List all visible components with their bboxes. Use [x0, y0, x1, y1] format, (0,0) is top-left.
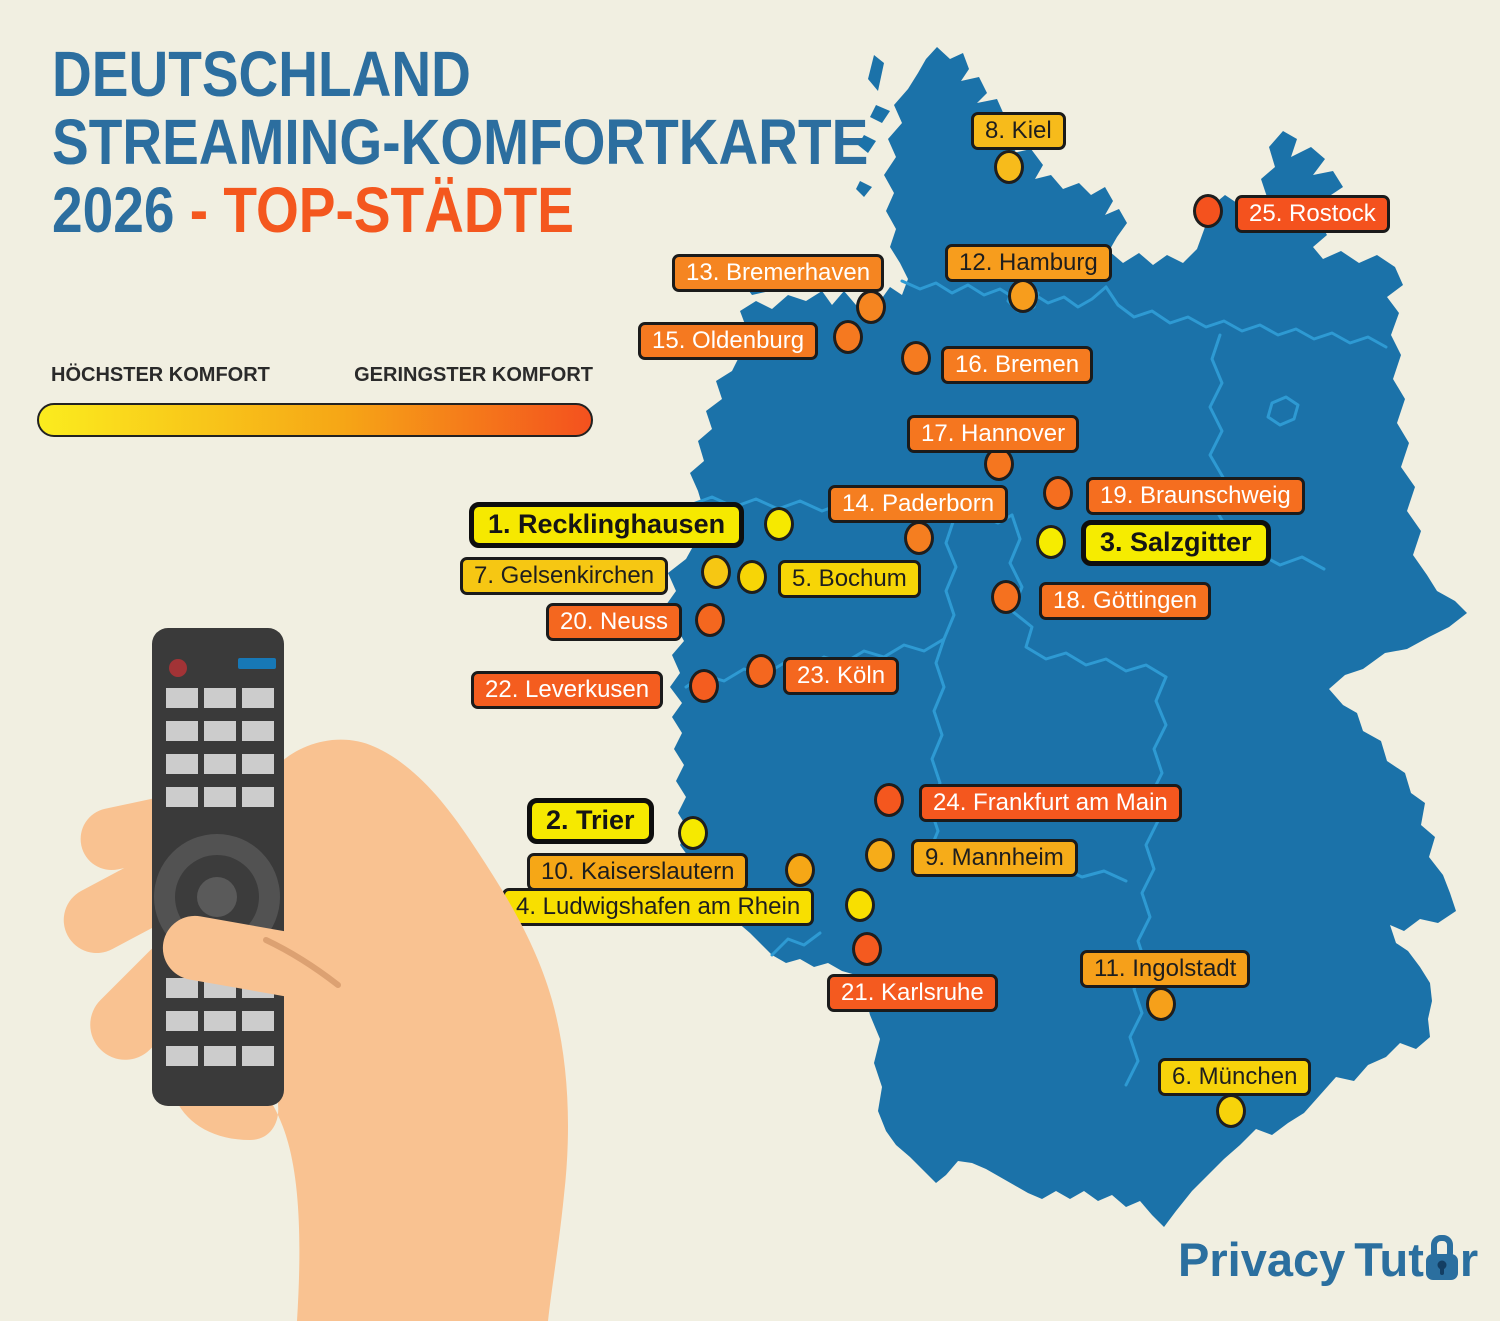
berlin-city-outline	[1266, 395, 1300, 427]
city-label-9-mannheim: 9. Mannheim	[911, 839, 1078, 877]
city-dot-5-bochum	[737, 560, 767, 594]
city-dot-1-recklinghausen	[764, 507, 794, 541]
city-dot-23-köln	[746, 654, 776, 688]
city-label-11-ingolstadt: 11. Ingolstadt	[1080, 950, 1251, 988]
title-line1: DEUTSCHLAND	[52, 38, 471, 110]
island-nordstrand	[856, 181, 872, 197]
city-dot-20-neuss	[695, 603, 725, 637]
city-dot-22-leverkusen	[689, 669, 719, 703]
hand-remote-illustration	[63, 628, 568, 1321]
city-dot-24-frankfurt-am-main	[874, 783, 904, 817]
comfort-gradient-bar	[37, 403, 593, 437]
city-label-4-ludwigshafen-am-rhein: 4. Ludwigshafen am Rhein	[502, 888, 815, 926]
hand-palm-arm	[176, 739, 568, 1321]
city-label-25-rostock: 25. Rostock	[1235, 195, 1390, 233]
city-label-23-köln: 23. Köln	[783, 657, 900, 695]
logo-part1: Privacy	[1178, 1233, 1346, 1286]
city-dot-13-bremerhaven	[856, 290, 886, 324]
tv-remote	[152, 628, 284, 1106]
city-dot-11-ingolstadt	[1146, 987, 1176, 1021]
hand-thumb	[162, 915, 342, 1001]
city-dot-10-kaiserslautern	[785, 853, 815, 887]
city-label-24-frankfurt-am-main: 24. Frankfurt am Main	[919, 784, 1182, 822]
padlock-icon	[1425, 1235, 1458, 1280]
comfort-legend: HÖCHSTER KOMFORT GERINGSTER KOMFORT	[37, 364, 593, 437]
legend-label-lowest: GERINGSTER KOMFORT	[354, 364, 593, 386]
logo-part3: r	[1459, 1233, 1479, 1286]
city-dot-21-karlsruhe	[852, 932, 882, 966]
city-label-6-münchen: 6. München	[1158, 1058, 1312, 1096]
city-dot-6-münchen	[1216, 1094, 1246, 1128]
title-line2: STREAMING-KOMFORTKARTE	[52, 106, 869, 178]
city-label-21-karlsruhe: 21. Karlsruhe	[827, 974, 998, 1012]
island-sylt	[868, 55, 884, 91]
city-label-15-oldenburg: 15. Oldenburg	[638, 322, 819, 360]
city-dot-19-braunschweig	[1043, 476, 1073, 510]
city-label-20-neuss: 20. Neuss	[546, 603, 683, 641]
title-line3-year: 2026	[52, 174, 190, 246]
city-label-3-salzgitter: 3. Salzgitter	[1081, 520, 1271, 566]
privacytutor-logo: Privacy Tut r	[1178, 1234, 1478, 1284]
state-border-lines	[684, 279, 1388, 1087]
city-dot-15-oldenburg	[833, 320, 863, 354]
city-label-12-hamburg: 12. Hamburg	[945, 244, 1112, 282]
city-dot-25-rostock	[1193, 194, 1223, 228]
city-label-10-kaiserslautern: 10. Kaiserslautern	[527, 853, 749, 891]
logo-part2: Tut	[1354, 1233, 1424, 1286]
city-label-18-göttingen: 18. Göttingen	[1039, 582, 1212, 620]
city-label-2-trier: 2. Trier	[527, 798, 654, 844]
thumb-crease	[263, 937, 341, 988]
city-dot-4-ludwigshafen-am-rhein	[845, 888, 875, 922]
city-label-1-recklinghausen: 1. Recklinghausen	[469, 502, 745, 548]
city-dot-9-mannheim	[865, 838, 895, 872]
island-foehr	[870, 105, 890, 123]
city-dot-7-gelsenkirchen	[701, 555, 731, 589]
city-dot-8-kiel	[994, 150, 1024, 184]
city-label-14-paderborn: 14. Paderborn	[828, 485, 1009, 523]
city-dot-3-salzgitter	[1036, 525, 1066, 559]
city-label-16-bremen: 16. Bremen	[941, 346, 1094, 384]
remote-ir-window	[238, 658, 276, 669]
legend-label-highest: HÖCHSTER KOMFORT	[51, 364, 270, 386]
remote-upper-buttons	[166, 688, 274, 807]
title-line3-topstaedte: - TOP-STÄDTE	[189, 174, 574, 246]
city-dot-18-göttingen	[991, 580, 1021, 614]
city-label-13-bremerhaven: 13. Bremerhaven	[672, 254, 885, 292]
city-label-8-kiel: 8. Kiel	[971, 112, 1066, 150]
city-label-19-braunschweig: 19. Braunschweig	[1086, 477, 1305, 515]
city-dot-2-trier	[678, 816, 708, 850]
island-pellworm	[858, 135, 876, 153]
city-dot-12-hamburg	[1008, 279, 1038, 313]
city-label-7-gelsenkirchen: 7. Gelsenkirchen	[460, 557, 669, 595]
remote-power-led	[169, 659, 187, 677]
city-dot-14-paderborn	[904, 521, 934, 555]
city-dot-16-bremen	[901, 341, 931, 375]
city-label-5-bochum: 5. Bochum	[778, 560, 921, 598]
city-label-17-hannover: 17. Hannover	[907, 415, 1080, 453]
page-title: DEUTSCHLAND STREAMING-KOMFORTKARTE 2026 …	[52, 40, 1001, 244]
city-label-22-leverkusen: 22. Leverkusen	[471, 671, 664, 709]
